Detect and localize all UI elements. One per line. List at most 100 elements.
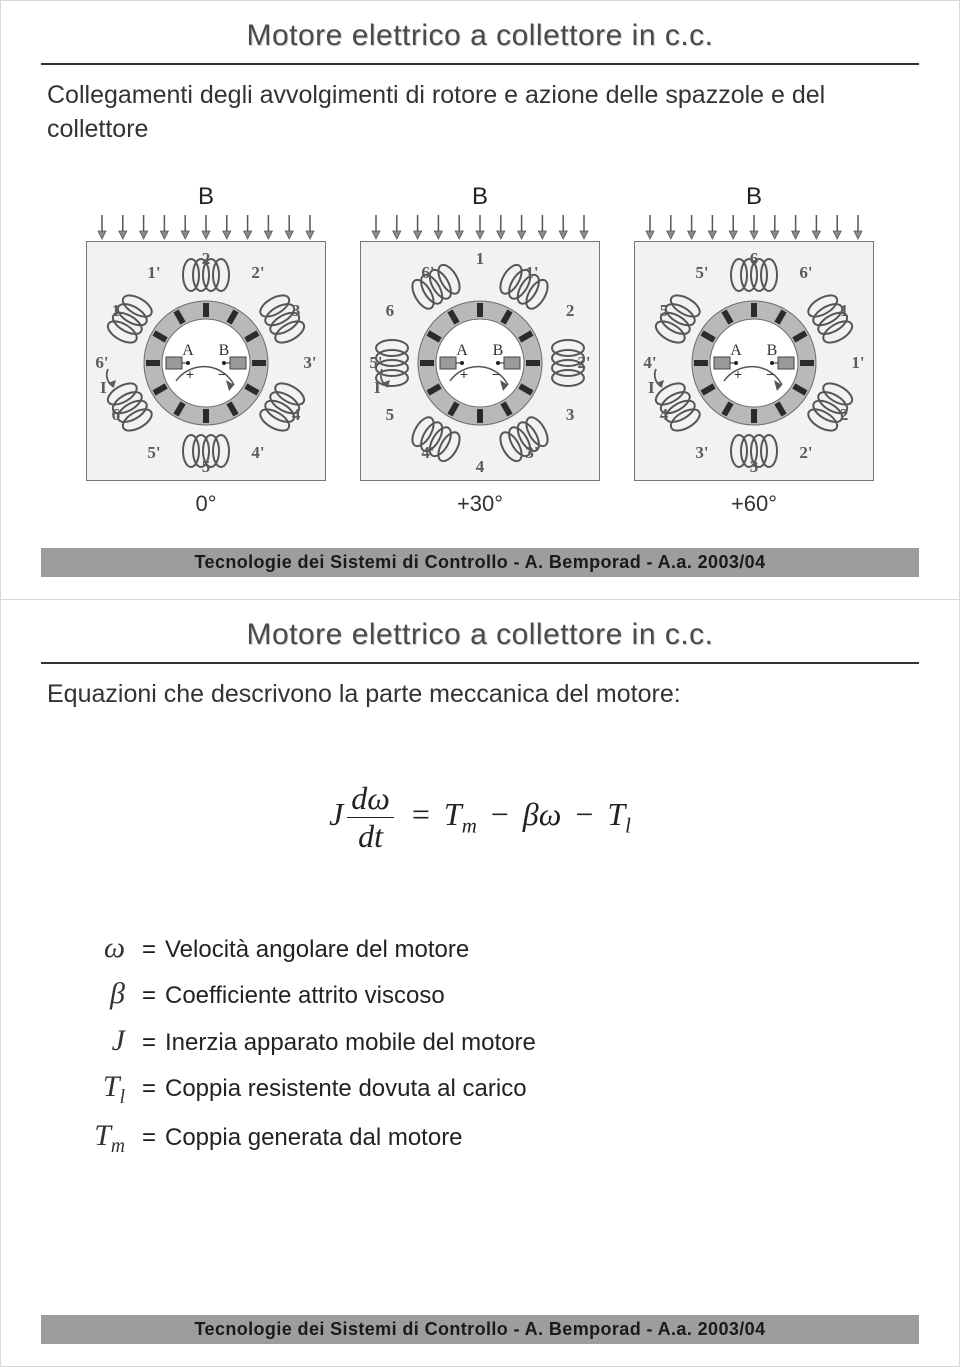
svg-text:4: 4 bbox=[476, 457, 485, 476]
svg-text:2: 2 bbox=[202, 249, 211, 268]
svg-text:+: + bbox=[186, 366, 194, 382]
def-J-symbol: J bbox=[61, 1018, 133, 1065]
def-Tl-desc: Coppia resistente dovuta al carico bbox=[165, 1070, 527, 1107]
mechanical-equation: Jdωdt = Tm − βω − Tl bbox=[1, 720, 959, 905]
def-Tm-desc: Coppia generata dal motore bbox=[165, 1119, 463, 1156]
svg-text:4: 4 bbox=[660, 405, 669, 424]
field-label-0: B bbox=[198, 183, 214, 211]
svg-text:2': 2' bbox=[577, 353, 590, 372]
rotor-diagram-30deg: B A B + − 1' 2 2' 3 3' 4 4' 5 5' 6 6' 1 I +30° bbox=[360, 183, 600, 517]
rotor-svg-0deg: A B + − 2 2' 3 3' 4 4' 5 5' 6 6' 1 1' I bbox=[86, 213, 326, 481]
eq-J: J bbox=[329, 796, 343, 832]
svg-text:B: B bbox=[493, 342, 504, 359]
eq-equals: = bbox=[406, 796, 436, 832]
def-omega-desc: Velocità angolare del motore bbox=[165, 931, 469, 968]
svg-text:6: 6 bbox=[750, 249, 759, 268]
eq-frac-den: dt bbox=[347, 818, 394, 855]
eq-Tm: Tm bbox=[444, 796, 477, 832]
svg-text:I: I bbox=[374, 378, 381, 397]
angle-label-60: +60° bbox=[731, 491, 777, 517]
svg-text:6': 6' bbox=[421, 262, 434, 281]
angle-label-0: 0° bbox=[195, 491, 216, 517]
slide1-subtitle: Collegamenti degli avvolgimenti di rotor… bbox=[1, 65, 959, 155]
svg-text:5: 5 bbox=[386, 405, 395, 424]
eq-frac-num: dω bbox=[347, 780, 394, 818]
slide2-title: Motore elettrico a collettore in c.c. bbox=[1, 600, 959, 662]
field-label-60: B bbox=[746, 183, 762, 211]
svg-text:1': 1' bbox=[851, 353, 864, 372]
svg-text:+: + bbox=[460, 366, 468, 382]
def-J-desc: Inerzia apparato mobile del motore bbox=[165, 1024, 536, 1061]
svg-text:2: 2 bbox=[566, 301, 575, 320]
svg-text:5': 5' bbox=[147, 443, 160, 462]
svg-text:3': 3' bbox=[303, 353, 316, 372]
rotor-diagram-60deg: B A B + − 1 1' 2 2' 3 3' 4 4' 5 5' 6 6' I +60° bbox=[634, 183, 874, 517]
svg-text:2': 2' bbox=[799, 443, 812, 462]
svg-text:−: − bbox=[492, 366, 500, 382]
field-label-30: B bbox=[472, 183, 488, 211]
svg-text:1: 1 bbox=[112, 301, 121, 320]
def-Tm: Tm = Coppia generata dal motore bbox=[61, 1113, 959, 1162]
svg-text:5': 5' bbox=[695, 262, 708, 281]
svg-text:1: 1 bbox=[840, 301, 849, 320]
svg-text:2: 2 bbox=[840, 405, 849, 424]
slide2-footer: Tecnologie dei Sistemi di Controllo - A.… bbox=[41, 1315, 919, 1344]
svg-text:4: 4 bbox=[292, 405, 301, 424]
eq-minus2: − bbox=[569, 796, 599, 832]
svg-text:4': 4' bbox=[421, 443, 434, 462]
def-beta-desc: Coefficiente attrito viscoso bbox=[165, 977, 445, 1014]
eq-Tl: Tl bbox=[607, 796, 631, 832]
svg-text:A: A bbox=[730, 342, 742, 359]
eq-minus1: − bbox=[485, 796, 515, 832]
svg-text:3': 3' bbox=[525, 443, 538, 462]
svg-text:3: 3 bbox=[750, 457, 759, 476]
rotor-diagram-0deg: B A B + − 2 2' 3 3' 4 4' 5 5' 6 6' 1 1' I 0° bbox=[86, 183, 326, 517]
svg-text:A: A bbox=[456, 342, 468, 359]
svg-text:4': 4' bbox=[643, 353, 656, 372]
svg-text:1: 1 bbox=[476, 249, 485, 268]
svg-text:4': 4' bbox=[251, 443, 264, 462]
slide1-footer: Tecnologie dei Sistemi di Controllo - A.… bbox=[41, 548, 919, 577]
def-omega-symbol: ω bbox=[61, 925, 133, 972]
svg-text:1': 1' bbox=[147, 262, 160, 281]
svg-text:B: B bbox=[219, 342, 230, 359]
slide-2: Motore elettrico a collettore in c.c. Eq… bbox=[0, 600, 960, 1367]
def-J: J = Inerzia apparato mobile del motore bbox=[61, 1018, 959, 1065]
svg-text:+: + bbox=[734, 366, 742, 382]
def-eq: = bbox=[133, 931, 165, 968]
angle-label-30: +30° bbox=[457, 491, 503, 517]
svg-text:3: 3 bbox=[292, 301, 301, 320]
svg-text:B: B bbox=[767, 342, 778, 359]
svg-text:A: A bbox=[182, 342, 194, 359]
def-Tl-symbol: Tl bbox=[61, 1064, 133, 1113]
eq-frac: dωdt bbox=[347, 780, 394, 855]
svg-text:5: 5 bbox=[202, 457, 211, 476]
eq-omega: ω bbox=[539, 796, 562, 832]
svg-text:1': 1' bbox=[525, 262, 538, 281]
svg-text:5': 5' bbox=[369, 353, 382, 372]
def-beta: β = Coefficiente attrito viscoso bbox=[61, 971, 959, 1018]
svg-text:2': 2' bbox=[251, 262, 264, 281]
svg-text:I: I bbox=[100, 378, 107, 397]
svg-text:6': 6' bbox=[799, 262, 812, 281]
def-Tm-symbol: Tm bbox=[61, 1113, 133, 1162]
eq-beta: β bbox=[523, 796, 539, 832]
def-Tl: Tl = Coppia resistente dovuta al carico bbox=[61, 1064, 959, 1113]
slide1-title: Motore elettrico a collettore in c.c. bbox=[1, 1, 959, 63]
svg-text:6: 6 bbox=[386, 301, 395, 320]
rotor-svg-60deg: A B + − 1 1' 2 2' 3 3' 4 4' 5 5' 6 6' I bbox=[634, 213, 874, 481]
svg-text:3': 3' bbox=[695, 443, 708, 462]
svg-text:I: I bbox=[648, 378, 655, 397]
def-beta-symbol: β bbox=[61, 971, 133, 1018]
rotor-diagram-row: B A B + − 2 2' 3 3' 4 4' 5 5' 6 6' 1 1' I 0° B A B + − 1' 2 2'… bbox=[1, 155, 959, 517]
svg-text:−: − bbox=[218, 366, 226, 382]
def-omega: ω = Velocità angolare del motore bbox=[61, 925, 959, 972]
svg-text:6': 6' bbox=[95, 353, 108, 372]
svg-text:5: 5 bbox=[660, 301, 669, 320]
svg-text:−: − bbox=[766, 366, 774, 382]
rotor-svg-30deg: A B + − 1' 2 2' 3 3' 4 4' 5 5' 6 6' 1 I bbox=[360, 213, 600, 481]
svg-text:3: 3 bbox=[566, 405, 575, 424]
svg-text:6: 6 bbox=[112, 405, 121, 424]
symbol-definitions: ω = Velocità angolare del motore β = Coe… bbox=[1, 905, 959, 1163]
slide2-subtitle: Equazioni che descrivono la parte meccan… bbox=[1, 664, 959, 720]
